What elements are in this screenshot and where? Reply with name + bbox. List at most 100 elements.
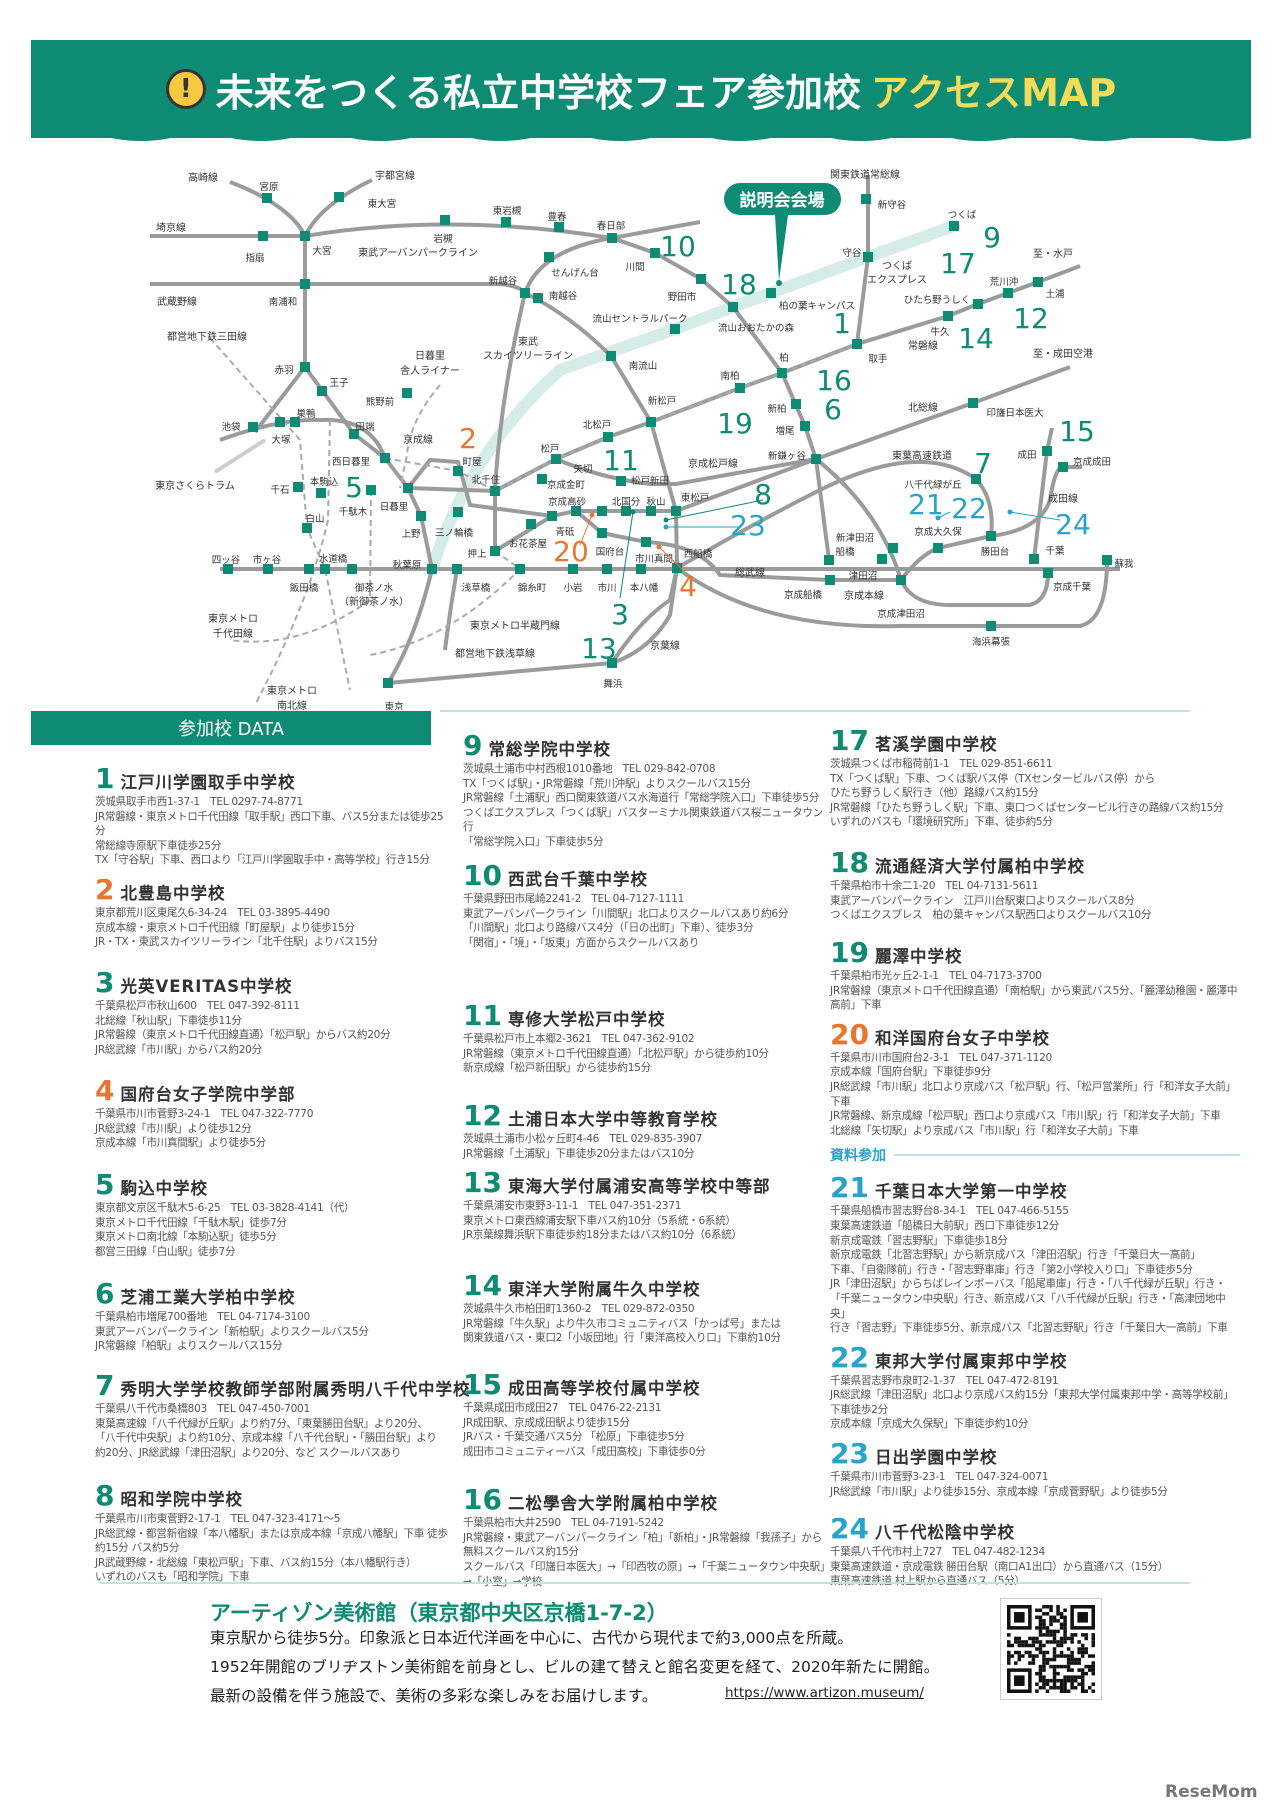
station-label: 柏 (779, 352, 789, 364)
callout-line (1009, 511, 1061, 521)
line-label: 武蔵野線 (157, 295, 197, 308)
map-school-number: 6 (824, 393, 842, 426)
school-number: 16 (463, 1483, 502, 1517)
station-marker (223, 564, 233, 574)
venue-dot (776, 280, 782, 286)
station-marker (606, 351, 616, 361)
school-heading: 9 常総学院中学校 (463, 730, 825, 762)
school-heading: 24 八千代松陰中学校 (830, 1513, 1240, 1545)
school-access-line: 新京成電鉄「北習志野駅」から新京成バス「津田沼駅」行き「千葉日大一高前」 (830, 1249, 1201, 1262)
school-access-line: 千葉県松戸市上本郷2-3621 TEL 047-362-9102 (463, 1033, 695, 1045)
school-entry: 16 二松學舎大学附属柏中学校 千葉県柏市大井2590 TEL 04-7191-52… (463, 1484, 825, 1595)
station-label: 町屋 (462, 457, 481, 468)
school-access-line: 千葉県柏市大井2590 TEL 04-7191-5242 (463, 1517, 664, 1530)
railway-line (675, 559, 1109, 629)
station-label: 水道橋 (319, 553, 348, 565)
station-marker (501, 217, 511, 227)
school-access-line: 東武アーバンパークライン「川間駅」北口よりスクールバスあり約6分 (463, 907, 789, 920)
school-name: 茗溪学園中学校 (874, 735, 998, 754)
railway-line (493, 514, 554, 553)
station-label: 日暮里 (380, 501, 409, 513)
school-access-line: JR常磐線「牛久駅」より牛久市コミュニティバス「かっぱ号」または (463, 1317, 781, 1330)
school-heading: 8 昭和学院中学校 (95, 1479, 453, 1512)
school-access-line: 千葉県市川市東菅野2-17-1 TEL 047-323-4171～5 (95, 1512, 341, 1525)
map-school-number: 23 (730, 509, 766, 542)
school-name: 北豊島中学校 (120, 883, 226, 903)
callout-dot (935, 515, 941, 521)
school-access-line: 「千葉ニュータウン中央駅」行き、新京成バス「八千代緑が丘駅」行き・「高津団地中央… (830, 1292, 1226, 1320)
school-access-line: 東京メトロ東西線浦安駅下車バス約10分（5系統・6系統） (463, 1214, 736, 1227)
school-entry: 7 秀明大学学校教師学部附属秀明八千代中学校 千葉県八千代市桑橋803 TEL 04… (95, 1369, 469, 1480)
station-marker (275, 417, 285, 427)
station-label: 三ノ輪橋 (435, 527, 474, 539)
station-label: 荒川沖 (990, 276, 1019, 288)
station-label: 八千代緑が丘 (904, 479, 962, 491)
station-marker (1042, 446, 1052, 456)
school-access-line: ひたち野うしく駅行き（他）路線バス約15分 (830, 787, 1039, 800)
railway-line (675, 459, 994, 570)
school-number: 19 (830, 936, 869, 969)
school-entry: 19 麗澤中学校 千葉県柏市光ヶ丘2-1-1 TEL 04-7173-3700 JR常… (830, 937, 1240, 1019)
station-label: 千駄木 (339, 506, 368, 518)
map-school-number: 14 (958, 322, 994, 355)
station-marker (888, 543, 898, 553)
station-label: 西船橋 (684, 548, 713, 560)
station-label: 京成津田沼 (877, 608, 925, 620)
railway-line (899, 465, 1082, 582)
museum-url-link[interactable]: https://www.artizon.museum/ (725, 1685, 924, 1701)
station-label: 秋山 (646, 496, 665, 508)
station-marker (777, 368, 787, 378)
school-name: 西武台千葉中学校 (507, 870, 648, 889)
school-entry: 23 日出学園中学校 千葉県市川市菅野3-23-1 TEL 047-324-0071… (830, 1438, 1240, 1513)
station-label: 浅草橋 (462, 582, 491, 594)
map-school-number: 1 (833, 307, 851, 340)
school-access-line: 京成本線「京成大久保駅」下車徒歩約10分 (830, 1418, 1029, 1431)
station-marker (300, 231, 310, 241)
station-label: 大宮 (312, 245, 331, 257)
school-access-line: 東葉高速鉄道・京成電鉄 勝田台駅（南口A1出口）から直通バス（15分） (830, 1560, 1169, 1573)
materials-only-heading: 資料参加 (830, 1144, 1240, 1166)
line-label: 千代田線 (213, 627, 253, 640)
station-label: 流山おおたかの森 (718, 322, 795, 334)
school-heading: 13 東海大学付属浦安高等学校中等部 (463, 1167, 825, 1199)
school-heading: 14 東洋大学附属牛久中学校 (463, 1270, 825, 1302)
station-marker (670, 324, 680, 334)
line-label: 都営地下鉄三田線 (167, 330, 247, 343)
station-marker (262, 193, 272, 203)
station-marker (607, 233, 617, 243)
station-label: 牛久 (930, 326, 950, 338)
museum-description-line: 東京駅から徒歩5分。印象派と日本近代洋画を中心に、古代から現代まで約3,000点… (210, 1629, 853, 1647)
station-marker (453, 507, 463, 517)
school-heading: 3 光英VERITAS中学校 (95, 966, 453, 999)
station-marker (852, 339, 862, 349)
map-school-number: 20 (553, 535, 589, 568)
school-heading: 7 秀明大学学校教師学部附属秀明八千代中学校 (95, 1369, 469, 1402)
station-marker (571, 506, 581, 516)
school-access-line: JRバス・千葉交通バス5分 「松原」下車徒歩5分 (463, 1431, 685, 1444)
station-marker (672, 563, 682, 573)
station-marker (896, 575, 906, 585)
school-number: 9 (463, 729, 483, 762)
railway-line (493, 236, 613, 551)
station-label: 南柏 (720, 370, 739, 382)
station-marker (515, 564, 525, 574)
school-access-line: JR成田駅、京成成田駅より徒歩15分 (463, 1416, 630, 1429)
school-name: 秀明大学学校教師学部附属秀明八千代中学校 (120, 1379, 471, 1399)
station-label: 押上 (467, 548, 487, 560)
school-heading: 18 流通経済大学付属柏中学校 (830, 847, 1240, 879)
school-entry: 8 昭和学院中学校 千葉県市川市東菅野2-17-1 TEL 047-323-4171… (95, 1479, 453, 1591)
station-label: 白山 (305, 513, 324, 525)
school-access-line: JR「津田沼駅」からちばレインボーバス「船尾車庫」行き・「八千代緑が丘駅」行き・ (830, 1278, 1226, 1291)
station-marker (603, 432, 613, 442)
school-access-line: 茨城県土浦市小松ヶ丘町4-46 TEL 029-835-3907 (463, 1133, 703, 1145)
station-marker (533, 293, 543, 303)
museum-description-line: 最新の設備を伴う施設で、美術の多彩な楽しみをお届けします。 (210, 1687, 658, 1705)
station-marker (646, 417, 656, 427)
station-label: 京成金町 (547, 479, 586, 491)
school-access-line: TX「つくば駅」下車、つくば駅バス停（TXセンタービルバス停）から (830, 772, 1155, 785)
school-access-line: JR常磐線「土浦駅」下車徒歩20分またはバス10分 (463, 1147, 695, 1160)
station-label: 柏の葉キャンパス (779, 300, 855, 312)
map-school-number: 2 (459, 422, 477, 455)
line-label: 東京さくらトラム (155, 479, 235, 492)
